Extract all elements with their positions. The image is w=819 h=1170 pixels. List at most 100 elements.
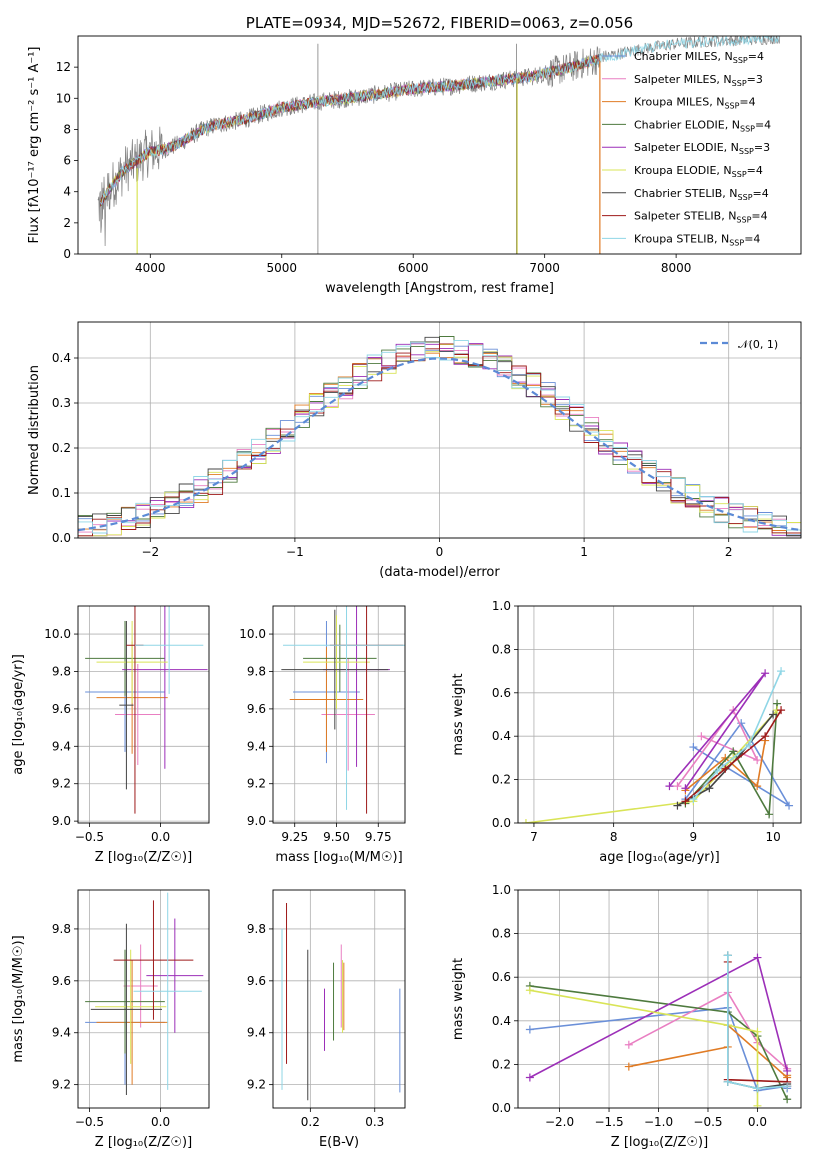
x-tick-label: 9.75 <box>365 830 392 844</box>
legend-label: 𝒩(0, 1) <box>738 338 778 351</box>
weight-point <box>705 784 714 793</box>
y-tick-label: 2 <box>63 216 71 230</box>
weight-point <box>753 953 762 962</box>
axes: 4000 5000 6000 7000 8000 0 2 4 6 8 10 12 wavelength … <box>27 14 802 296</box>
plot-area <box>281 606 405 814</box>
x-axis-label: wavelength [Angstrom, rest frame] <box>325 281 554 296</box>
axes: −2.0 −1.5 −1.0 −0.5 0.0 0.0 0.2 0.4 0.6 0.8 1.0 Z [… <box>451 883 802 1150</box>
weight-vs-age-panel: 7 8 9 10 0.0 0.2 0.4 0.6 0.8 1.0 age [log₁₀(age/yr… <box>451 599 802 865</box>
legend-label: Chabrier MILES, N <box>634 50 733 63</box>
legend-sub: SSP <box>740 124 755 133</box>
y-tick-label: 9.8 <box>247 664 266 678</box>
x-tick-label: 1 <box>580 545 588 559</box>
legend-entry: Salpeter STELIB, NSSP=4 <box>634 210 768 225</box>
x-tick-label: 6000 <box>398 261 429 275</box>
plot-area <box>525 951 792 1108</box>
weight-point <box>665 782 674 791</box>
weight-point <box>753 1027 762 1036</box>
axes-frame <box>272 889 406 1109</box>
y-tick-label: 0.4 <box>492 729 511 743</box>
axes-frame <box>77 889 210 1109</box>
x-tick-label: −1 <box>286 545 304 559</box>
plot-area <box>97 36 781 254</box>
legend-entry: Chabrier MILES, NSSP=4 <box>634 50 764 65</box>
y-tick-label: 9.6 <box>247 974 266 988</box>
x-tick-label: −0.5 <box>693 1115 722 1129</box>
axes-frame <box>77 35 802 255</box>
weight-point <box>525 986 534 995</box>
y-tick-label: 12 <box>56 60 71 74</box>
y-tick-label: 0.4 <box>492 1014 511 1028</box>
weight-point <box>783 1082 792 1091</box>
chart-title: PLATE=0934, MJD=52672, FIBERID=0063, z=0… <box>246 14 633 32</box>
y-tick-label: 9.4 <box>247 1026 266 1040</box>
x-axis-label: age [log₁₀(age/yr)] <box>599 850 720 865</box>
x-axis-label: Z [log₁₀(Z/Z☉)] <box>95 850 192 865</box>
weight-point <box>525 1073 534 1082</box>
y-tick-label: 9.2 <box>52 1078 71 1092</box>
legend-sub: SSP <box>733 56 748 65</box>
y-tick-label: 9.6 <box>247 702 266 716</box>
weight-point <box>673 801 682 810</box>
y-tick-label: 9.8 <box>247 922 266 936</box>
weight-point <box>697 732 706 741</box>
legend-label: Salpeter MILES, N <box>634 73 732 86</box>
legend-label: Chabrier ELODIE, N <box>634 118 740 131</box>
axes: −2 −1 0 1 2 0.0 0.1 0.2 0.3 0.4 (data-model)/error… <box>27 321 802 580</box>
weight-vs-metallicity-panel: −2.0 −1.5 −1.0 −0.5 0.0 0.0 0.2 0.4 0.6 0.8 1.0 Z [… <box>451 883 802 1150</box>
x-tick-label: 4000 <box>135 261 166 275</box>
weight-line-6 <box>529 989 759 1106</box>
weight-line-3 <box>684 740 766 792</box>
y-axis-label: mass weight <box>451 958 466 1040</box>
weight-point <box>765 810 774 819</box>
y-tick-label: 0.1 <box>52 486 71 500</box>
x-tick-label: −2 <box>141 545 159 559</box>
grid <box>78 890 209 1108</box>
legend-entry: Chabrier STELIB, NSSP=4 <box>634 187 769 202</box>
axes-frame <box>272 605 406 824</box>
weight-point <box>689 795 698 804</box>
weight-point <box>753 756 762 765</box>
weight-point <box>745 740 754 749</box>
y-tick-label: 0.0 <box>492 816 511 830</box>
x-tick-label: 8 <box>610 830 618 844</box>
x-tick-label: 10 <box>765 830 780 844</box>
weight-point <box>624 1062 633 1071</box>
weight-point <box>783 1095 792 1104</box>
plot-area <box>521 667 794 823</box>
axes: −0.5 0.0 9.2 9.4 9.6 9.8 Z [log₁₀(Z/Z☉)] mass [… <box>11 889 210 1150</box>
x-tick-label: 0.0 <box>151 1115 170 1129</box>
legend-tail: =4 <box>753 187 769 200</box>
legend-tail: =3 <box>754 141 770 154</box>
weight-line-9 <box>727 955 788 1090</box>
legend-label: Kroupa ELODIE, N <box>634 164 732 177</box>
spectrum-panel: 4000 5000 6000 7000 8000 0 2 4 6 8 10 12 wavelength … <box>27 14 802 296</box>
y-tick-label: 9.0 <box>247 814 266 828</box>
y-tick-label: 0.0 <box>492 1101 511 1115</box>
weight-line-1 <box>684 721 790 807</box>
axes: 0.2 0.3 9.2 9.4 9.6 9.8 E(B-V) <box>247 889 406 1150</box>
y-axis-label: Flux [fλ10⁻¹⁷ erg cm⁻² s⁻¹ A⁻¹] <box>27 47 42 244</box>
legend-tail: =4 <box>744 232 760 245</box>
legend-sub: SSP <box>736 216 751 225</box>
legend-entry: Chabrier ELODIE, NSSP=4 <box>634 118 771 133</box>
y-tick-label: 10 <box>56 91 71 105</box>
x-tick-label: 0.2 <box>301 1115 320 1129</box>
x-axis-label: (data-model)/error <box>379 565 500 580</box>
histogram-9 <box>78 340 801 538</box>
legend-tail: =3 <box>747 73 763 86</box>
axes-frame <box>77 321 802 539</box>
plot-area <box>78 336 801 538</box>
y-tick-label: 0.4 <box>52 351 71 365</box>
y-tick-label: 9.0 <box>52 814 71 828</box>
legend-label: Kroupa MILES, N <box>634 96 724 109</box>
plot-area <box>85 606 208 814</box>
plot-area <box>281 902 401 1101</box>
x-axis-label: Z [log₁₀(Z/Z☉)] <box>611 1135 708 1150</box>
weight-point <box>753 1101 762 1108</box>
y-tick-label: 9.8 <box>52 922 71 936</box>
legend-sub: SSP <box>739 147 754 156</box>
x-tick-label: 7000 <box>529 261 560 275</box>
